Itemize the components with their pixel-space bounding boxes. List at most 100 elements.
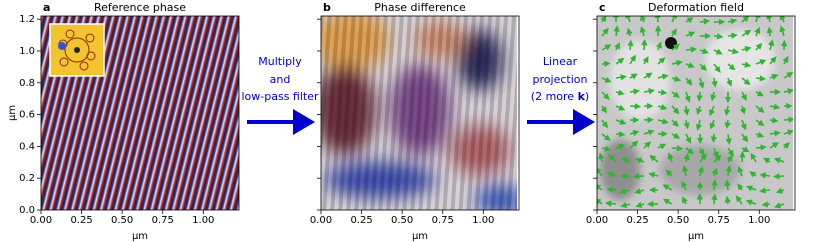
vector-arrow (685, 31, 696, 38)
vector-arrow (662, 198, 673, 205)
vector-arrow (629, 54, 636, 65)
vector-arrow (727, 18, 738, 25)
y-tick-label: 0.8 (19, 78, 35, 89)
vector-arrow (755, 131, 765, 138)
vector-arrow (667, 152, 674, 163)
vector-arrow (724, 119, 731, 129)
vector-arrow (759, 172, 771, 179)
panel-letter: a (43, 1, 50, 14)
vector-arrow (620, 201, 631, 209)
vector-arrow (598, 152, 605, 163)
vector-arrow (741, 146, 750, 153)
vector-arrow (601, 27, 609, 37)
vector-arrow (754, 16, 761, 23)
vector-arrow (681, 165, 689, 177)
vector-arrow (685, 17, 694, 24)
vector-arrow (613, 25, 620, 37)
vector-arrow (755, 75, 767, 82)
vector-arrow (601, 44, 612, 51)
vector-arrow (662, 184, 673, 191)
vector-arrow (685, 62, 695, 69)
vector-arrow (698, 77, 705, 89)
vector-arrow (768, 39, 775, 51)
vector-arrow (629, 73, 638, 80)
vector-arrow (783, 129, 793, 136)
vector-arrow (655, 41, 662, 51)
panel-title: Phase difference (374, 1, 466, 14)
vector-arrow (724, 179, 731, 191)
y-tick-label: 0.6 (19, 110, 35, 121)
vector-arrow (697, 165, 705, 177)
arrow-text: projection (533, 73, 588, 86)
vector-arrow (727, 32, 738, 39)
axes-frame (40, 15, 240, 211)
vector-arrow (727, 63, 736, 71)
vector-arrow (699, 153, 707, 163)
x-tick-label: 0.25 (70, 215, 92, 226)
vector-arrow (763, 157, 771, 164)
vector-arrow (634, 188, 645, 195)
vector-arrow (779, 16, 786, 23)
arrow-text-part: ) (585, 90, 589, 103)
vector-arrow (601, 145, 612, 152)
x-tick-label: 0.75 (708, 215, 730, 226)
vector-arrow (671, 75, 682, 82)
vector-arrow (606, 171, 617, 178)
x-tick-label: 1.00 (192, 215, 214, 226)
vector-arrow (597, 167, 603, 177)
vector-arrow (671, 145, 684, 152)
vector-arrow (625, 16, 632, 23)
vector-arrow (712, 147, 719, 159)
vector-arrow (657, 57, 666, 65)
arrow-text: Multiply (258, 55, 302, 68)
vector-arrow (769, 103, 781, 110)
vector-arrow (671, 132, 681, 139)
vector-arrow (782, 56, 789, 65)
vector-arrow (629, 88, 641, 95)
vector-arrow (621, 157, 631, 164)
panel-title: Deformation field (648, 1, 744, 14)
y-tick-label: 0.2 (19, 173, 35, 184)
vector-arrow (711, 193, 718, 205)
vector-arrow (615, 89, 625, 96)
x-tick-label: 0.25 (350, 215, 372, 226)
vector-arrow (643, 129, 655, 136)
vector-arrow (739, 105, 746, 115)
vector-arrow (737, 183, 744, 191)
vector-arrow (684, 91, 691, 103)
vector-arrow (597, 183, 603, 191)
vector-arrow (696, 105, 703, 116)
x-tick-label: 0.25 (626, 215, 648, 226)
vector-arrow (749, 171, 757, 178)
vector-arrow (635, 157, 645, 164)
vector-arrow (727, 47, 739, 55)
vector-arrow (614, 42, 620, 51)
y-axis-label: µm (7, 105, 18, 121)
vector-arrow (769, 142, 779, 149)
y-tick-label: 1.0 (19, 46, 35, 57)
vector-arrow (685, 77, 693, 86)
vector-arrow (615, 118, 627, 125)
x-tick-label: 1.00 (748, 215, 770, 226)
x-tick-label: 0.75 (432, 215, 454, 226)
vector-arrow (657, 118, 669, 125)
vector-arrow (685, 147, 695, 155)
vector-arrow (766, 16, 773, 23)
arrow-text: (2 more k) (531, 90, 589, 103)
vector-arrow (755, 144, 767, 151)
x-axis-label: µm (688, 231, 704, 242)
x-axis-label: µm (412, 231, 428, 242)
arrow-text-bold: k (578, 90, 586, 103)
vector-arrow (769, 117, 779, 124)
vector-arrow (726, 77, 733, 87)
vector-arrow (671, 119, 679, 128)
arrow-2 (527, 109, 595, 135)
vector-arrow (739, 151, 746, 163)
vector-arrow (713, 48, 723, 55)
vector-arrow (769, 74, 779, 80)
y-tick-label: 0.4 (19, 141, 35, 152)
vector-arrow (724, 105, 731, 116)
vector-field (597, 16, 793, 209)
vector-arrow (643, 88, 656, 95)
vector-arrow (654, 16, 661, 23)
